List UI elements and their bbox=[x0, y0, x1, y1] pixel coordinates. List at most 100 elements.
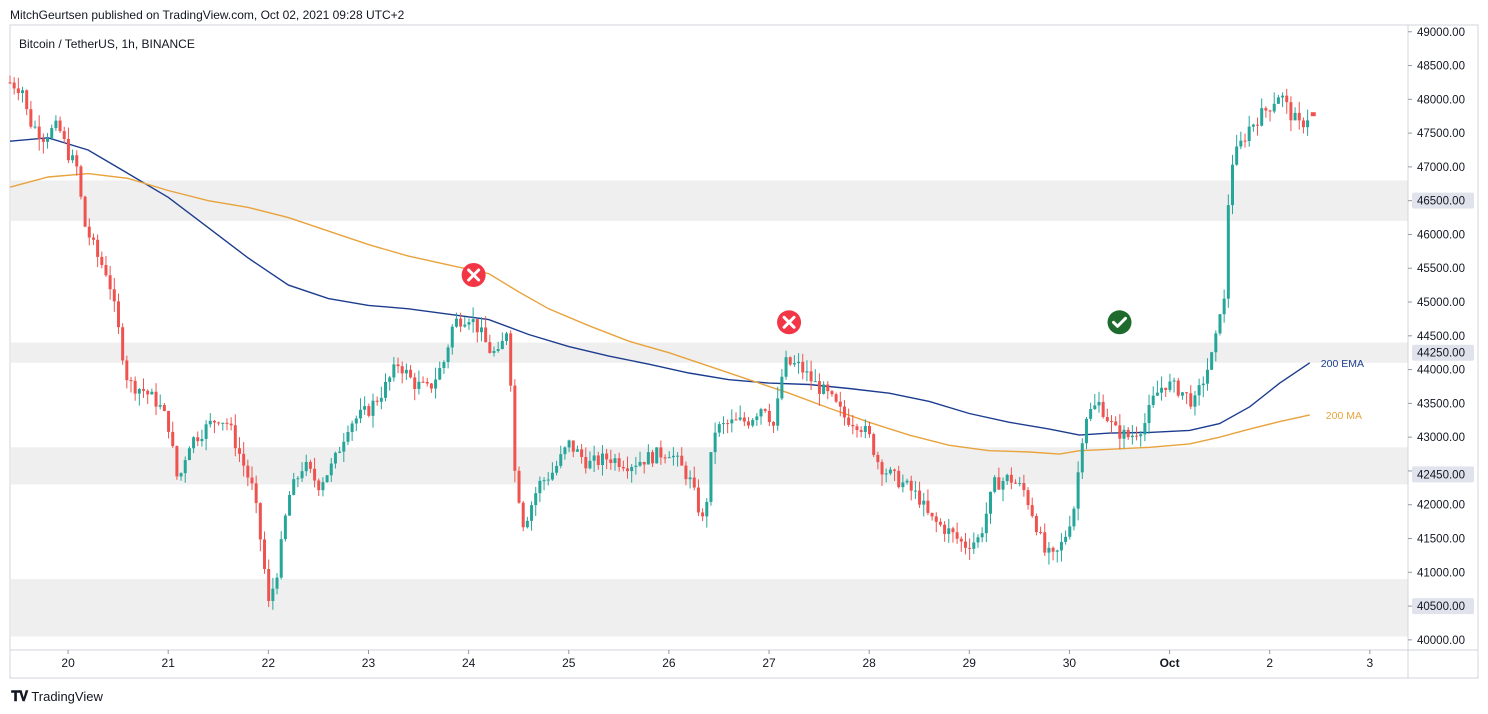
candle-body bbox=[1210, 352, 1214, 370]
candle-body bbox=[1022, 483, 1026, 491]
chart-symbol-title[interactable]: Bitcoin / TetherUS, 1h, BINANCE bbox=[19, 37, 195, 51]
candle-body bbox=[1226, 205, 1230, 299]
candle-body bbox=[1143, 423, 1147, 435]
candle-body bbox=[943, 524, 947, 534]
candle-body bbox=[1135, 435, 1139, 437]
candle-body bbox=[747, 421, 751, 426]
price-level-label: 42450.00 bbox=[1417, 469, 1465, 481]
price-level-badge bbox=[1412, 192, 1474, 209]
candle-body bbox=[116, 301, 120, 328]
candle-body bbox=[1084, 418, 1088, 444]
candle-body bbox=[797, 361, 801, 364]
candle-body bbox=[938, 521, 942, 525]
candle-body bbox=[580, 449, 584, 457]
candle-body bbox=[392, 364, 396, 378]
tradingview-brand[interactable]: 𝐓𝐕 TradingView bbox=[11, 688, 103, 705]
candle-body bbox=[212, 420, 216, 423]
candle-body bbox=[158, 405, 162, 407]
candle-body bbox=[50, 128, 54, 139]
candle-body bbox=[434, 379, 438, 389]
candle-body bbox=[509, 333, 513, 386]
candle-body bbox=[263, 539, 267, 570]
candle-body bbox=[46, 138, 50, 142]
candle-body bbox=[1297, 112, 1301, 121]
candle-body bbox=[25, 90, 29, 110]
candle-body bbox=[1301, 120, 1305, 128]
ma-200-line bbox=[9, 172, 1310, 455]
candle-body bbox=[792, 363, 796, 365]
candle-body bbox=[1076, 472, 1080, 509]
candle-body bbox=[37, 126, 41, 139]
candle-body bbox=[1168, 381, 1172, 390]
candle-body bbox=[609, 459, 613, 464]
support-resistance-zone bbox=[11, 342, 1408, 363]
candle-body bbox=[354, 418, 358, 424]
candle-body bbox=[1043, 532, 1047, 553]
candle-body bbox=[500, 340, 504, 350]
candle-body bbox=[175, 446, 179, 477]
candle-body bbox=[333, 452, 337, 464]
candle-body bbox=[888, 469, 892, 474]
candle-body bbox=[12, 82, 16, 89]
candle-body bbox=[621, 466, 625, 469]
candle-body bbox=[1009, 474, 1013, 483]
candle-body bbox=[1260, 108, 1264, 126]
publisher-header: MitchGeurtsen published on TradingView.c… bbox=[10, 8, 405, 22]
candle-body bbox=[1256, 124, 1260, 126]
candle-body bbox=[1034, 516, 1038, 533]
candle-body bbox=[1059, 541, 1063, 551]
candle-body bbox=[304, 461, 308, 472]
candle-body bbox=[1139, 434, 1143, 437]
candle-body bbox=[617, 458, 621, 467]
candle-body bbox=[475, 319, 479, 333]
price-tick-label: 47500.00 bbox=[1417, 128, 1465, 140]
candle-body bbox=[1110, 421, 1114, 423]
candle-body bbox=[200, 438, 204, 442]
candle-body bbox=[893, 469, 897, 471]
candle-body bbox=[984, 513, 988, 534]
price-tick-label: 49000.00 bbox=[1417, 27, 1465, 39]
candle-body bbox=[1230, 164, 1234, 206]
candle-body bbox=[1272, 103, 1276, 112]
candle-body bbox=[863, 426, 867, 433]
candle-body bbox=[429, 383, 433, 389]
candle-body bbox=[1205, 369, 1209, 384]
time-tick-label: 30 bbox=[1063, 656, 1077, 670]
candle-body bbox=[317, 480, 321, 491]
price-tick-label: 47000.00 bbox=[1417, 162, 1465, 174]
candle-body bbox=[384, 381, 388, 398]
candle-body bbox=[242, 453, 246, 466]
candle-body bbox=[129, 380, 133, 382]
candle-body bbox=[926, 500, 930, 513]
candle-body bbox=[413, 377, 417, 389]
candle-body bbox=[204, 424, 208, 439]
candle-body bbox=[237, 448, 241, 454]
candle-body bbox=[834, 394, 838, 402]
time-tick-label: 3 bbox=[1367, 656, 1374, 670]
candle-body bbox=[33, 126, 37, 128]
candle-body bbox=[217, 422, 221, 424]
candle-body bbox=[1147, 405, 1151, 424]
candle-body bbox=[1222, 298, 1226, 315]
last-price-marker bbox=[1310, 112, 1316, 117]
candle-body bbox=[513, 385, 517, 471]
candle-body bbox=[112, 289, 116, 302]
candle-body bbox=[989, 491, 993, 514]
candle-body bbox=[388, 377, 392, 382]
candle-body bbox=[692, 477, 696, 488]
price-tick-label: 44000.00 bbox=[1417, 365, 1465, 377]
time-tick-label: 20 bbox=[61, 656, 75, 670]
candle-body bbox=[1018, 483, 1022, 485]
candle-body bbox=[21, 90, 25, 94]
time-tick-label: 23 bbox=[362, 656, 376, 670]
candle-body bbox=[705, 501, 709, 517]
price-tick-label: 42000.00 bbox=[1417, 500, 1465, 512]
candle-body bbox=[676, 455, 680, 457]
candle-body bbox=[713, 432, 717, 453]
candle-body bbox=[142, 389, 146, 391]
candle-body bbox=[221, 422, 225, 424]
check-icon bbox=[1112, 316, 1128, 328]
candle-body bbox=[1055, 550, 1059, 552]
candle-body bbox=[275, 577, 279, 589]
